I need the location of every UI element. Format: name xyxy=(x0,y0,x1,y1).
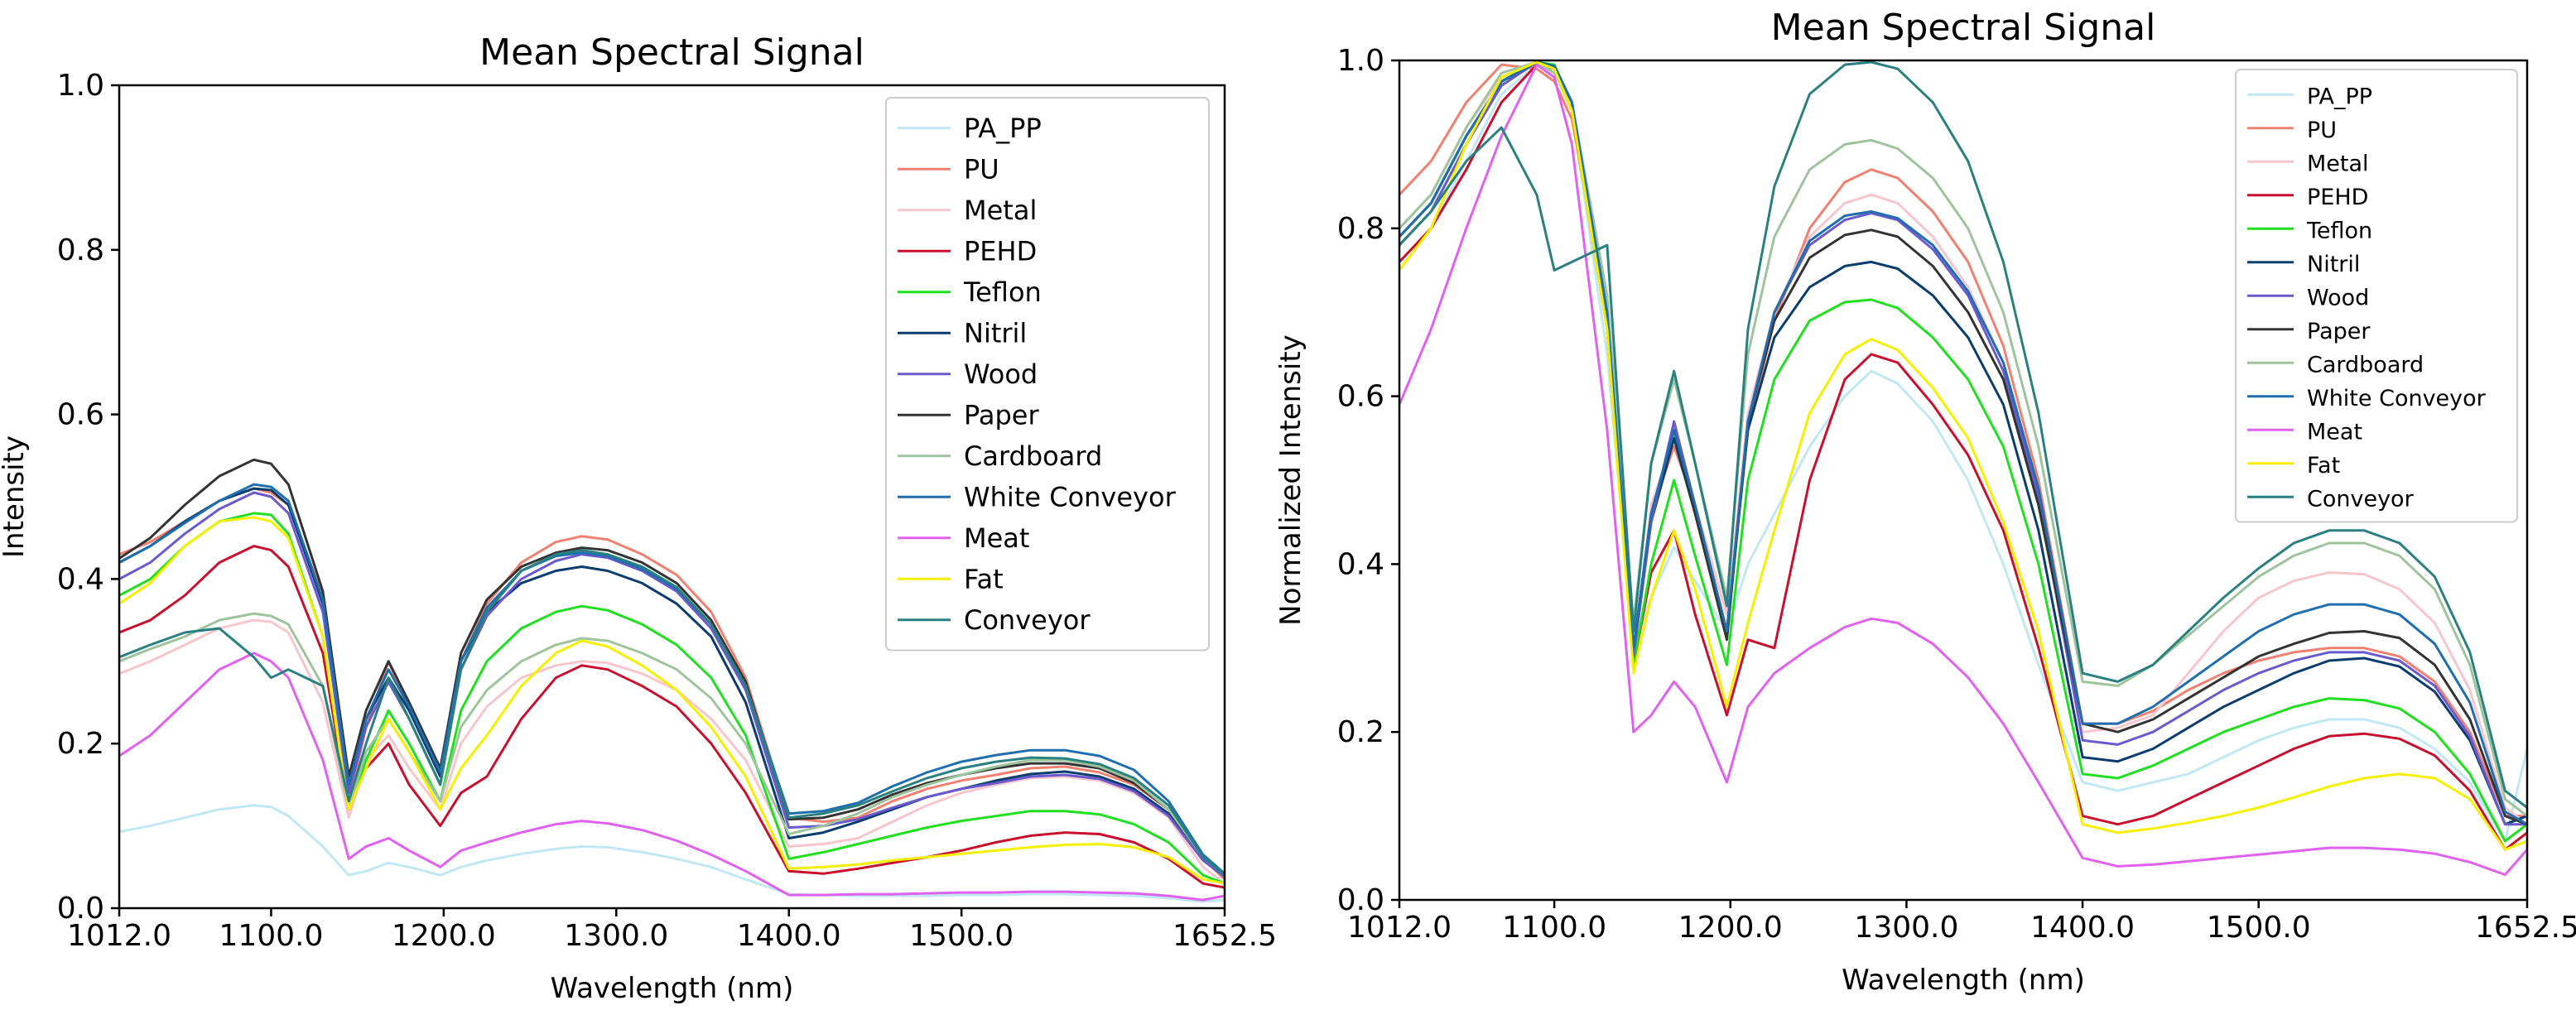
panel1-legend-label-2: Metal xyxy=(964,195,1037,226)
panel2-chart: 1012.0 1100.0 1200.0 1300.0 1400.0 1500.0 1652… xyxy=(1274,7,2576,997)
panel1-series-line-10 xyxy=(119,652,1225,902)
panel2-legend-label-1: PU xyxy=(2307,118,2337,143)
panel1-legend-label-5: Nitril xyxy=(964,317,1027,349)
panel1-x-tick-label: 1012.0 xyxy=(67,919,171,953)
panel1-legend-label-3: PEHD xyxy=(964,235,1037,267)
panel2-legend-label-5: Nitril xyxy=(2307,252,2360,277)
panel1-series-line-4 xyxy=(119,512,1225,885)
panel2-series-line-11 xyxy=(1399,60,2527,851)
panel1-series-line-12 xyxy=(119,549,1225,877)
panel1-series-line-11 xyxy=(119,516,1225,885)
panel2-legend-box xyxy=(2235,69,2518,523)
panel1-y-tick-label: 0.2 xyxy=(57,727,104,761)
panel1-legend-label-0: PA_PP xyxy=(964,113,1042,144)
panel1-axes-frame xyxy=(118,84,1226,910)
panel1-legend-label-6: Wood xyxy=(964,358,1038,390)
panel1-legend-label-10: Meat xyxy=(964,522,1029,554)
panel1-y-tick-label: 0.4 xyxy=(57,562,104,596)
panel2-legend-label-10: Meat xyxy=(2307,419,2362,445)
panel1-legend-label-4: Teflon xyxy=(963,277,1042,308)
panel2-y-axis-label: Normalized Intensity xyxy=(1274,334,1307,626)
panel2-series-line-12 xyxy=(1399,60,2527,809)
panel1-legend-label-11: Fat xyxy=(964,563,1004,594)
panel1-legend-label-7: Paper xyxy=(964,399,1039,430)
panel1-legend-label-12: Conveyor xyxy=(964,604,1091,636)
panel2-series-group xyxy=(1399,60,2527,877)
panel2-y-tick-label: 0.2 xyxy=(1337,715,1384,749)
panel2-legend-label-2: Metal xyxy=(2307,151,2369,176)
panel1-x-tick-label: 1300.0 xyxy=(564,919,668,953)
panel1-legend-label-1: PU xyxy=(964,153,999,185)
panel1-x-tick-label: 1200.0 xyxy=(392,919,496,953)
panel1-legend-label-9: White Conveyor xyxy=(964,481,1177,512)
panel1-x-tick-label: 1400.0 xyxy=(737,919,841,953)
panel2-legend-label-9: White Conveyor xyxy=(2307,386,2487,411)
panel2-legend-label-7: Paper xyxy=(2307,319,2371,344)
panel1-series-line-2 xyxy=(119,618,1225,885)
panel2-x-tick-label: 1012.0 xyxy=(1347,911,1452,945)
panel1-series-line-0 xyxy=(119,804,1225,903)
panel2-y-tick-label: 0.8 xyxy=(1337,212,1384,246)
panel1-x-axis-label: Wavelength (nm) xyxy=(551,972,794,1005)
panel1-series-line-7 xyxy=(119,458,1225,877)
panel1-chart: 1012.0 1100.0 1200.0 1300.0 1400.0 1500.0 1652… xyxy=(0,31,1277,1005)
panel2-legend-label-3: PEHD xyxy=(2307,185,2368,210)
panel1-series-line-9 xyxy=(119,483,1225,875)
panel1-x-tick-label: 1100.0 xyxy=(219,919,323,953)
panel2-y-tick-label: 0.6 xyxy=(1337,380,1384,414)
panel2-legend-label-6: Wood xyxy=(2307,285,2369,310)
panel2-x-tick-label: 1500.0 xyxy=(2207,911,2311,945)
panel1-x-tick-label: 1652.5 xyxy=(1172,919,1277,953)
panel2-x-tick-label: 1300.0 xyxy=(1854,911,1958,945)
panel1-y-axis-label: Intensity xyxy=(0,435,31,558)
panel1-legend: PA_PP PU Metal PEHD Teflon Nitril Wood Paper Car… xyxy=(885,97,1210,652)
panel2-x-tick-label: 1400.0 xyxy=(2030,911,2135,945)
panel2-legend-label-8: Cardboard xyxy=(2307,352,2424,378)
panel2-legend: PA_PP PU Metal PEHD Teflon Nitril Wood Paper Car… xyxy=(2235,69,2518,523)
panel2-x-tick-label: 1100.0 xyxy=(1502,911,1606,945)
panel2-y-tick-label: 0.0 xyxy=(1337,883,1384,917)
panel2-series-line-1 xyxy=(1399,63,2527,818)
panel1-chart-title: Mean Spectral Signal xyxy=(479,31,864,74)
panel1-series-line-6 xyxy=(119,491,1225,878)
panel1-y-tick-label: 0.0 xyxy=(57,892,104,926)
panel2-legend-label-4: Teflon xyxy=(2306,218,2372,243)
panel2-y-tick-label: 1.0 xyxy=(1337,44,1384,78)
panel2-y-tick-label: 0.4 xyxy=(1337,547,1384,581)
panel1-y-tick-label: 0.8 xyxy=(57,233,104,267)
panel1-series-line-8 xyxy=(119,612,1225,877)
panel1-series-line-5 xyxy=(119,487,1225,877)
panel2-legend-label-12: Conveyor xyxy=(2307,486,2415,512)
panel2-legend-label-0: PA_PP xyxy=(2307,84,2372,109)
panel1-legend-box xyxy=(885,97,1210,652)
panel1-series-group xyxy=(119,458,1225,903)
panel2-x-tick-label: 1652.5 xyxy=(2475,911,2576,945)
panel2-chart-title: Mean Spectral Signal xyxy=(1771,7,2156,49)
panel2-series-line-9 xyxy=(1399,60,2527,826)
panel2-axes-frame xyxy=(1398,59,2529,902)
panel2-legend-label-11: Fat xyxy=(2307,453,2340,479)
panel2-x-axis-label: Wavelength (nm) xyxy=(1842,964,2085,997)
panel2-series-line-10 xyxy=(1399,63,2527,877)
panel2-x-tick-label: 1200.0 xyxy=(1678,911,1783,945)
panel1-x-tick-label: 1500.0 xyxy=(909,919,1014,953)
panel1-legend-label-8: Cardboard xyxy=(964,440,1102,472)
panel1-series-line-3 xyxy=(119,545,1225,889)
panel1-y-tick-label: 1.0 xyxy=(57,69,104,103)
panel1-y-tick-label: 0.6 xyxy=(57,398,104,432)
